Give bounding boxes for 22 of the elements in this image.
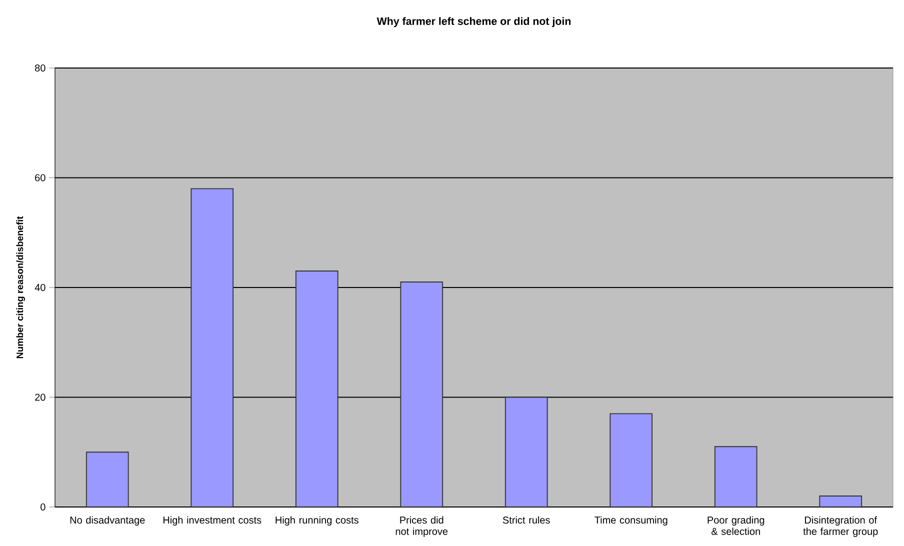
x-tick-label: No disadvantage xyxy=(70,516,145,526)
bar xyxy=(190,188,234,507)
x-tick-label: Disintegration of the farmer group xyxy=(803,516,878,537)
y-tick-label: 0 xyxy=(40,503,46,511)
bar xyxy=(295,270,338,507)
y-axis-title: Number citing reason/disbenefit xyxy=(16,216,26,358)
x-tick-label: Prices did not improve xyxy=(396,516,448,537)
x-tick-label: Poor grading & selection xyxy=(708,516,764,535)
bar xyxy=(86,452,129,507)
x-tick-label: High running costs xyxy=(276,516,358,526)
x-tick-label: Strict rules xyxy=(502,516,550,524)
x-tick-label: High investment costs xyxy=(163,516,262,526)
y-tick-label: 20 xyxy=(35,394,46,401)
bar xyxy=(610,413,653,507)
y-tick-label: 40 xyxy=(34,284,46,292)
x-tick-label: Time consuming xyxy=(594,516,668,526)
bar xyxy=(714,446,758,507)
bar xyxy=(504,396,548,507)
chart-title: Why farmer left scheme or did not join xyxy=(376,17,571,28)
y-tick-label: 80 xyxy=(35,64,46,72)
bar xyxy=(400,282,444,507)
y-tick-label: 60 xyxy=(35,174,46,182)
